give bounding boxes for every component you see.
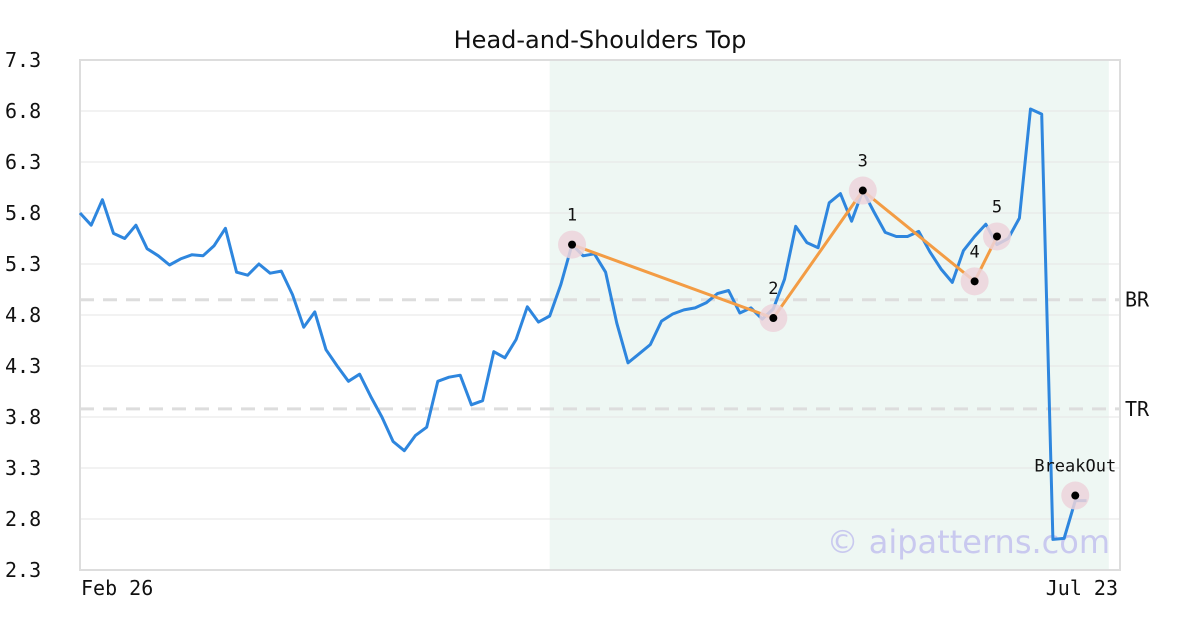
plot-frame	[79, 59, 1121, 571]
pattern-point-4-label: 4	[969, 242, 979, 262]
breakout-point-marker	[1071, 491, 1080, 500]
y-tick-label: 6.3	[5, 150, 41, 174]
level-label: TR	[1125, 397, 1150, 421]
pattern-point-1-label: 1	[567, 206, 577, 226]
pattern-point-5-marker	[992, 232, 1001, 241]
levels: BR TR	[80, 288, 1150, 421]
pattern-point-2-label: 2	[768, 279, 778, 299]
y-tick-label: 2.8	[5, 507, 41, 531]
y-tick-label: 5.3	[5, 252, 41, 276]
pattern-point-4-marker	[970, 277, 979, 286]
pattern-point-3-label: 3	[858, 152, 868, 172]
watermark: © aipatterns.com	[827, 523, 1110, 561]
y-axis-ticks: 7.3 6.8 6.3 5.8 5.3 4.8 4.3 3.8 3.3 2.8 2.3	[5, 48, 41, 582]
y-tick-label: 4.3	[5, 354, 41, 378]
pattern-overlay: 1 2 3 4 5 BreakOut	[558, 152, 1116, 510]
pattern-point-1-marker	[568, 240, 577, 249]
price-series-line	[78, 107, 1087, 541]
pattern-point-5-label: 5	[992, 197, 1002, 217]
pattern-point-3-marker	[858, 186, 867, 195]
level-label: BR	[1125, 288, 1150, 312]
y-tick-label: 3.8	[5, 405, 41, 429]
y-tick-label: 4.8	[5, 303, 41, 327]
y-tick-label: 5.8	[5, 201, 41, 225]
x-axis-ticks: Feb 26 Jul 23	[81, 576, 1118, 600]
pattern-point-2-marker	[769, 314, 778, 323]
chart-title: Head-and-Shoulders Top	[454, 26, 747, 54]
x-tick-label: Jul 23	[1046, 576, 1118, 600]
breakout-point-label: BreakOut	[1034, 457, 1116, 477]
y-tick-label: 6.8	[5, 99, 41, 123]
y-tick-label: 7.3	[5, 48, 41, 72]
y-tick-label: 3.3	[5, 456, 41, 480]
x-tick-label: Feb 26	[81, 576, 153, 600]
y-tick-label: 2.3	[5, 558, 41, 582]
